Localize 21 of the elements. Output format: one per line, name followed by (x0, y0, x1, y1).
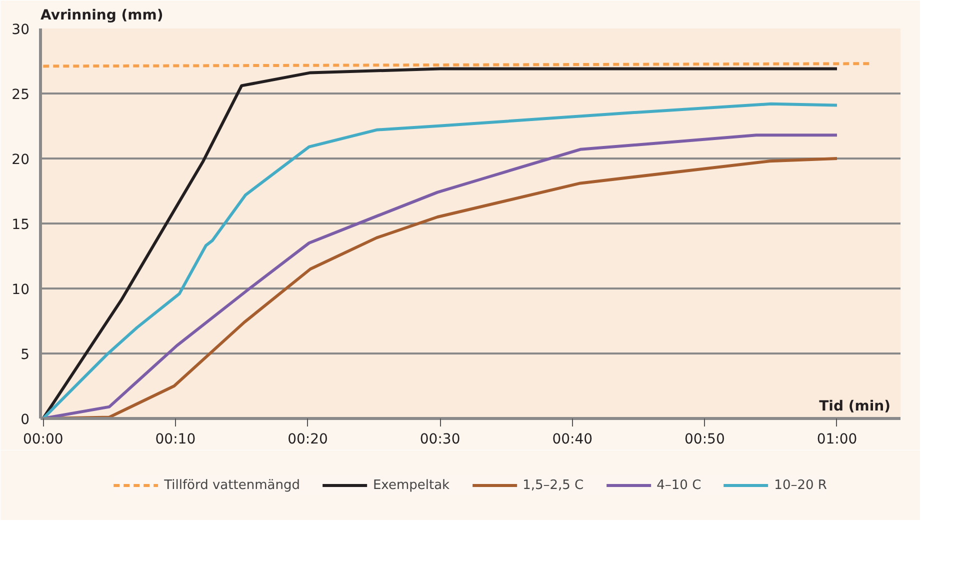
legend-label: 1,5–2,5 C (522, 478, 584, 492)
legend-label: 4–10 C (656, 478, 702, 492)
x-tick-label: 00:00 (22, 432, 64, 448)
x-tick-label: 00:40 (552, 432, 593, 448)
x-tick-label: 00:30 (420, 432, 460, 448)
y-tick-label: 0 (20, 412, 30, 428)
y-tick-label: 30 (12, 22, 30, 38)
x-tick-label: 01:00 (816, 432, 858, 448)
y-axis-title: Avrinning (mm) (40, 8, 164, 24)
legend-label: 10–20 R (774, 478, 827, 492)
y-tick-label: 15 (12, 217, 30, 233)
y-tick-label: 20 (12, 152, 30, 168)
x-axis-title: Tid (min) (819, 398, 891, 414)
y-tick-label: 25 (12, 87, 30, 103)
x-tick-label: 00:20 (288, 432, 328, 448)
y-tick-label: 5 (20, 347, 30, 363)
x-tick-label: 00:10 (155, 432, 196, 448)
legend-label: Tillförd vattenmängd (164, 478, 300, 492)
y-tick-label: 10 (12, 282, 30, 298)
x-tick-label: 00:50 (684, 432, 725, 448)
legend-label: Exempeltak (372, 478, 450, 492)
